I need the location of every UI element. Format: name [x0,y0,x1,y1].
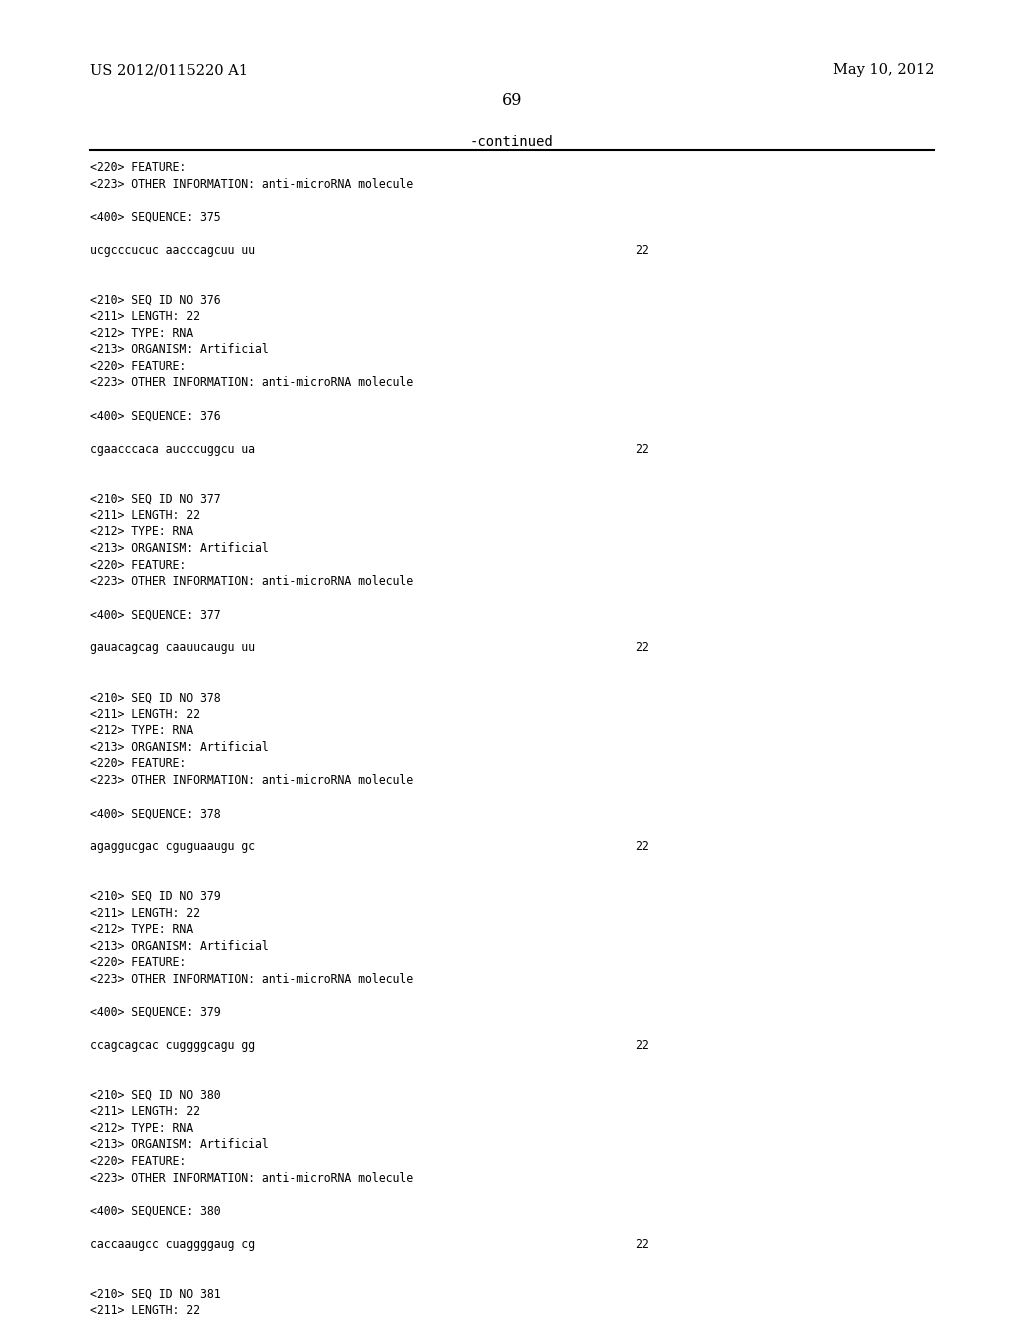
Text: <400> SEQUENCE: 376: <400> SEQUENCE: 376 [90,409,221,422]
Text: 69: 69 [502,92,522,110]
Text: <211> LENGTH: 22: <211> LENGTH: 22 [90,907,200,920]
Text: 22: 22 [635,642,648,655]
Text: ucgcccucuc aacccagcuu uu: ucgcccucuc aacccagcuu uu [90,244,255,257]
Text: 22: 22 [635,442,648,455]
Text: <223> OTHER INFORMATION: anti-microRNA molecule: <223> OTHER INFORMATION: anti-microRNA m… [90,1172,414,1184]
Text: <223> OTHER INFORMATION: anti-microRNA molecule: <223> OTHER INFORMATION: anti-microRNA m… [90,576,414,589]
Text: <220> FEATURE:: <220> FEATURE: [90,758,186,771]
Text: <211> LENGTH: 22: <211> LENGTH: 22 [90,1105,200,1118]
Text: <220> FEATURE:: <220> FEATURE: [90,956,186,969]
Text: <220> FEATURE:: <220> FEATURE: [90,360,186,372]
Text: <212> TYPE: RNA: <212> TYPE: RNA [90,725,194,738]
Text: <212> TYPE: RNA: <212> TYPE: RNA [90,525,194,539]
Text: 22: 22 [635,1238,648,1251]
Text: <213> ORGANISM: Artificial: <213> ORGANISM: Artificial [90,543,269,554]
Text: <220> FEATURE:: <220> FEATURE: [90,1155,186,1168]
Text: <211> LENGTH: 22: <211> LENGTH: 22 [90,510,200,521]
Text: <210> SEQ ID NO 379: <210> SEQ ID NO 379 [90,890,221,903]
Text: <210> SEQ ID NO 376: <210> SEQ ID NO 376 [90,293,221,306]
Text: <210> SEQ ID NO 377: <210> SEQ ID NO 377 [90,492,221,506]
Text: <400> SEQUENCE: 375: <400> SEQUENCE: 375 [90,211,221,223]
Text: 22: 22 [635,1039,648,1052]
Text: <210> SEQ ID NO 381: <210> SEQ ID NO 381 [90,1287,221,1300]
Text: <210> SEQ ID NO 380: <210> SEQ ID NO 380 [90,1089,221,1102]
Text: agaggucgac cguguaaugu gc: agaggucgac cguguaaugu gc [90,841,255,853]
Text: <220> FEATURE:: <220> FEATURE: [90,558,186,572]
Text: <212> TYPE: RNA: <212> TYPE: RNA [90,923,194,936]
Text: <400> SEQUENCE: 380: <400> SEQUENCE: 380 [90,1205,221,1217]
Text: May 10, 2012: May 10, 2012 [833,63,934,78]
Text: <213> ORGANISM: Artificial: <213> ORGANISM: Artificial [90,741,269,754]
Text: <223> OTHER INFORMATION: anti-microRNA molecule: <223> OTHER INFORMATION: anti-microRNA m… [90,178,414,190]
Text: caccaaugcc cuaggggaug cg: caccaaugcc cuaggggaug cg [90,1238,255,1251]
Text: <400> SEQUENCE: 379: <400> SEQUENCE: 379 [90,1006,221,1019]
Text: <213> ORGANISM: Artificial: <213> ORGANISM: Artificial [90,343,269,356]
Text: 22: 22 [635,244,648,257]
Text: <213> ORGANISM: Artificial: <213> ORGANISM: Artificial [90,940,269,953]
Text: <213> ORGANISM: Artificial: <213> ORGANISM: Artificial [90,1138,269,1151]
Text: <212> TYPE: RNA: <212> TYPE: RNA [90,327,194,339]
Text: <223> OTHER INFORMATION: anti-microRNA molecule: <223> OTHER INFORMATION: anti-microRNA m… [90,376,414,389]
Text: <211> LENGTH: 22: <211> LENGTH: 22 [90,1304,200,1317]
Text: <400> SEQUENCE: 377: <400> SEQUENCE: 377 [90,609,221,622]
Text: US 2012/0115220 A1: US 2012/0115220 A1 [90,63,248,78]
Text: 22: 22 [635,841,648,853]
Text: <211> LENGTH: 22: <211> LENGTH: 22 [90,310,200,323]
Text: gauacagcag caauucaugu uu: gauacagcag caauucaugu uu [90,642,255,655]
Text: <400> SEQUENCE: 378: <400> SEQUENCE: 378 [90,807,221,820]
Text: ccagcagcac cuggggcagu gg: ccagcagcac cuggggcagu gg [90,1039,255,1052]
Text: <220> FEATURE:: <220> FEATURE: [90,161,186,174]
Text: <223> OTHER INFORMATION: anti-microRNA molecule: <223> OTHER INFORMATION: anti-microRNA m… [90,774,414,787]
Text: -continued: -continued [470,135,554,149]
Text: <212> TYPE: RNA: <212> TYPE: RNA [90,1122,194,1135]
Text: <210> SEQ ID NO 378: <210> SEQ ID NO 378 [90,692,221,704]
Text: cgaacccaca aucccuggcu ua: cgaacccaca aucccuggcu ua [90,442,255,455]
Text: <211> LENGTH: 22: <211> LENGTH: 22 [90,708,200,721]
Text: <223> OTHER INFORMATION: anti-microRNA molecule: <223> OTHER INFORMATION: anti-microRNA m… [90,973,414,986]
